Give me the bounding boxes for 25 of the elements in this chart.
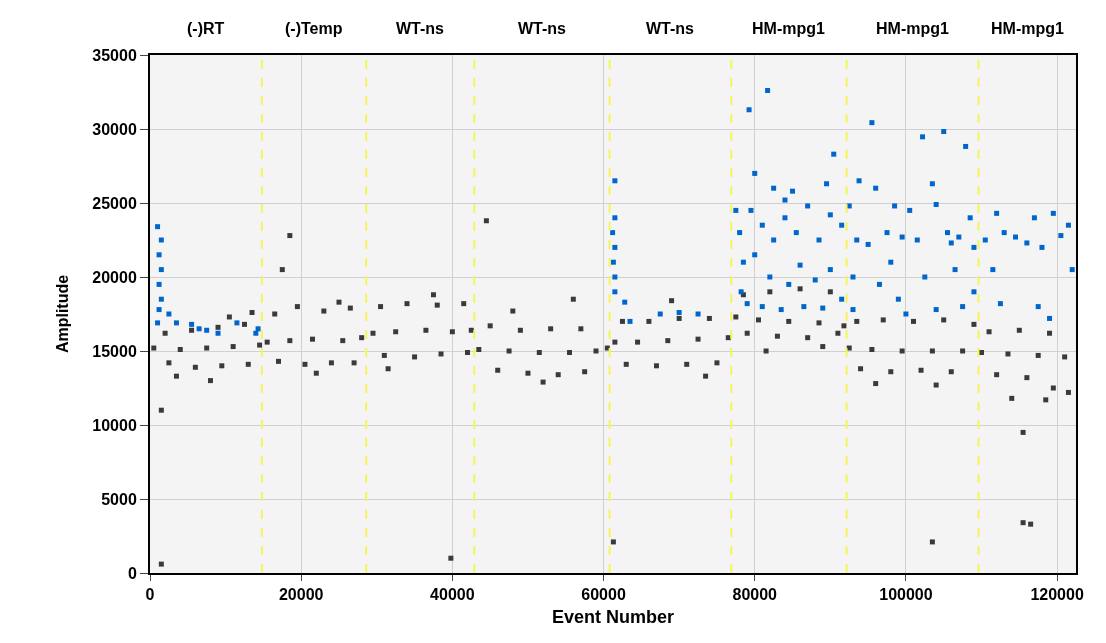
- x-tick-label: 40000: [430, 586, 475, 604]
- text: WT-ns: [396, 20, 445, 37]
- y-tick-label: 20000: [92, 268, 137, 286]
- y-tick-label: 15000: [92, 342, 137, 360]
- y-tick-label: 25000: [92, 194, 137, 212]
- text: HM-mpg1: [752, 20, 825, 37]
- y-tick-label: 0: [127, 564, 137, 582]
- y-tick-label: 30000: [92, 120, 137, 138]
- x-tick-label: 60000: [581, 586, 626, 604]
- x-tick-label: 100000: [879, 586, 933, 604]
- text: (-)RT: [187, 20, 225, 37]
- y-tick-label: 10000: [92, 416, 137, 434]
- text: HM-mpg1: [876, 20, 949, 37]
- y-tick-label: 5000: [101, 490, 137, 508]
- text: HM-mpg1: [991, 20, 1064, 37]
- x-axis-title: Event Number: [551, 606, 675, 627]
- text: (-)Temp: [285, 20, 343, 37]
- text: WT-ns: [518, 20, 567, 37]
- y-tick-label: 35000: [92, 46, 137, 64]
- x-tick-label: 80000: [732, 586, 778, 604]
- x-tick-label: 20000: [278, 586, 324, 604]
- x-tick-label: 120000: [1030, 586, 1084, 604]
- text: WT-ns: [646, 20, 695, 37]
- x-tick-label: 0: [145, 586, 155, 604]
- y-axis-title: Amplitude: [53, 274, 71, 354]
